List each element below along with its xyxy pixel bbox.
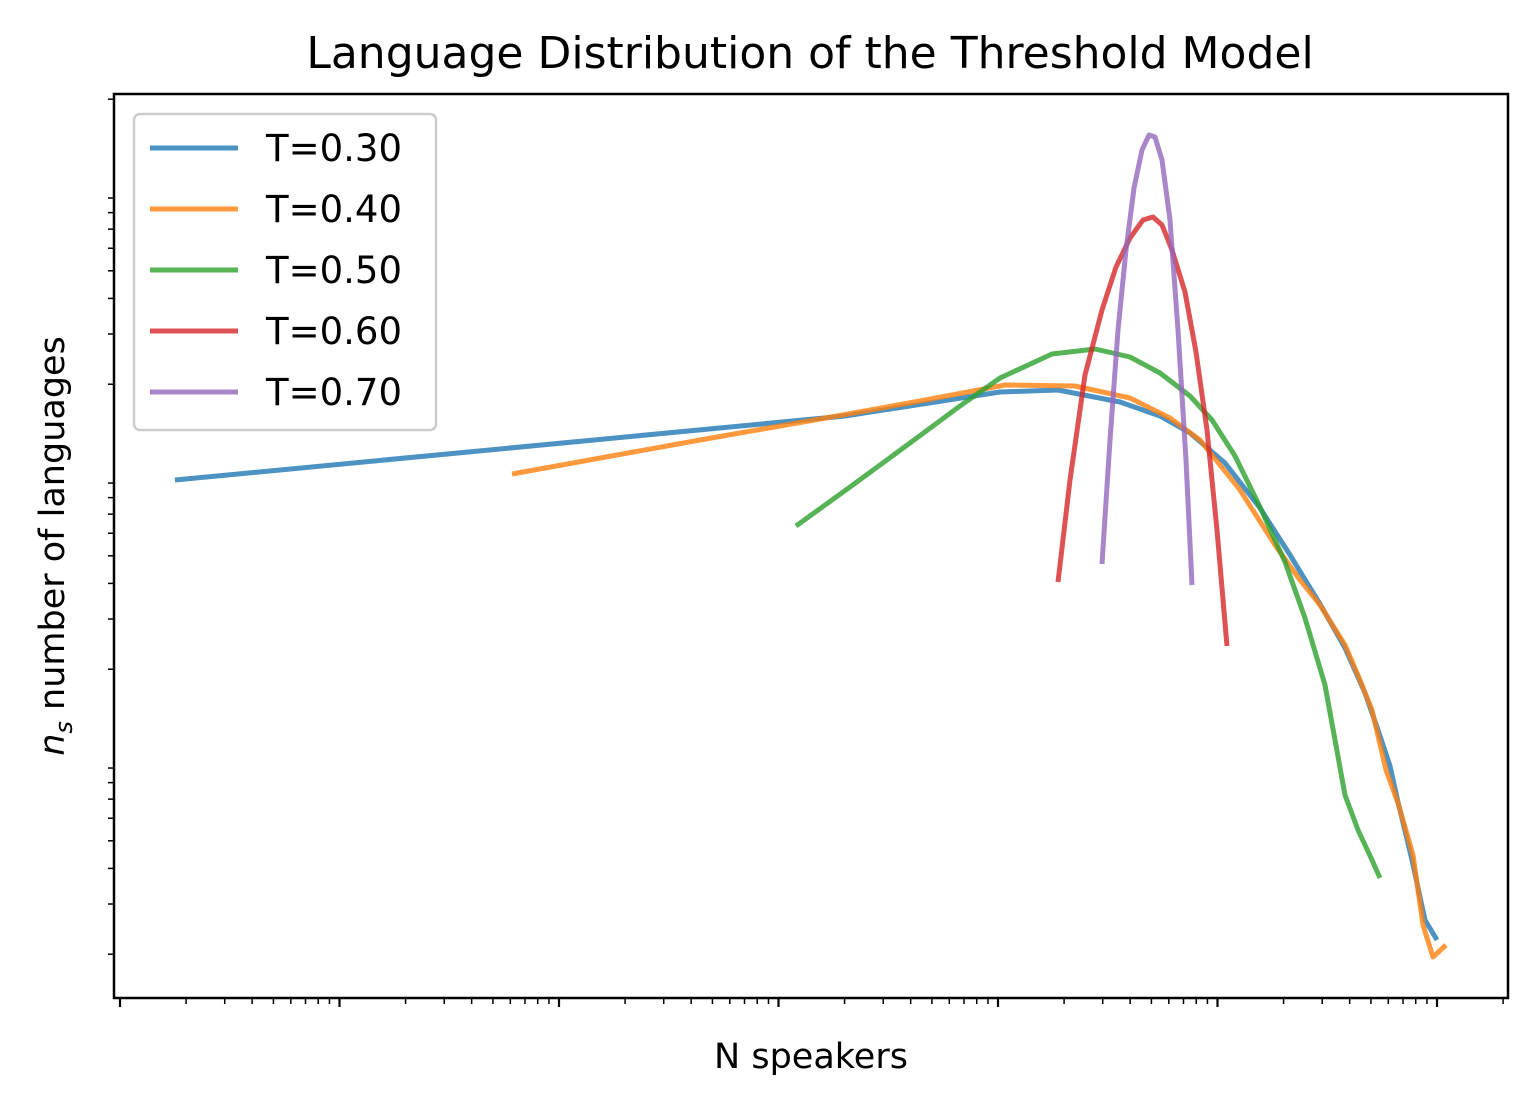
legend-box bbox=[132, 112, 438, 432]
legend-label-2: T=0.40 bbox=[265, 188, 402, 231]
series-line-5 bbox=[1099, 132, 1195, 586]
series-line-3 bbox=[794, 346, 1383, 880]
y-axis-label-text: number of languages bbox=[33, 336, 73, 721]
y-axis-label-subscript: s bbox=[50, 721, 78, 734]
y-axis-label-symbol: n bbox=[33, 734, 73, 756]
legend-label-1: T=0.30 bbox=[265, 127, 402, 170]
chart-title: Language Distribution of the Threshold M… bbox=[306, 28, 1313, 79]
x-axis-label: N speakers bbox=[714, 1037, 908, 1077]
legend-label-3: T=0.50 bbox=[265, 249, 402, 292]
y-axis-ticks bbox=[108, 98, 114, 955]
series-line-2 bbox=[511, 382, 1448, 960]
plot-frame bbox=[112, 92, 1510, 1000]
x-axis-ticks bbox=[118, 998, 1504, 1007]
legend-entries: T=0.30 T=0.40 T=0.50 T=0.60 T=0.70 bbox=[150, 127, 402, 414]
series-line-4 bbox=[1055, 214, 1230, 647]
legend-label-5: T=0.70 bbox=[265, 371, 402, 414]
legend: T=0.30 T=0.40 T=0.50 T=0.60 T=0.70 bbox=[132, 112, 438, 432]
plot-series bbox=[174, 132, 1448, 960]
legend-label-4: T=0.60 bbox=[265, 310, 402, 353]
series-line-1 bbox=[174, 387, 1440, 942]
y-axis-label: ns number of languages bbox=[33, 336, 78, 756]
